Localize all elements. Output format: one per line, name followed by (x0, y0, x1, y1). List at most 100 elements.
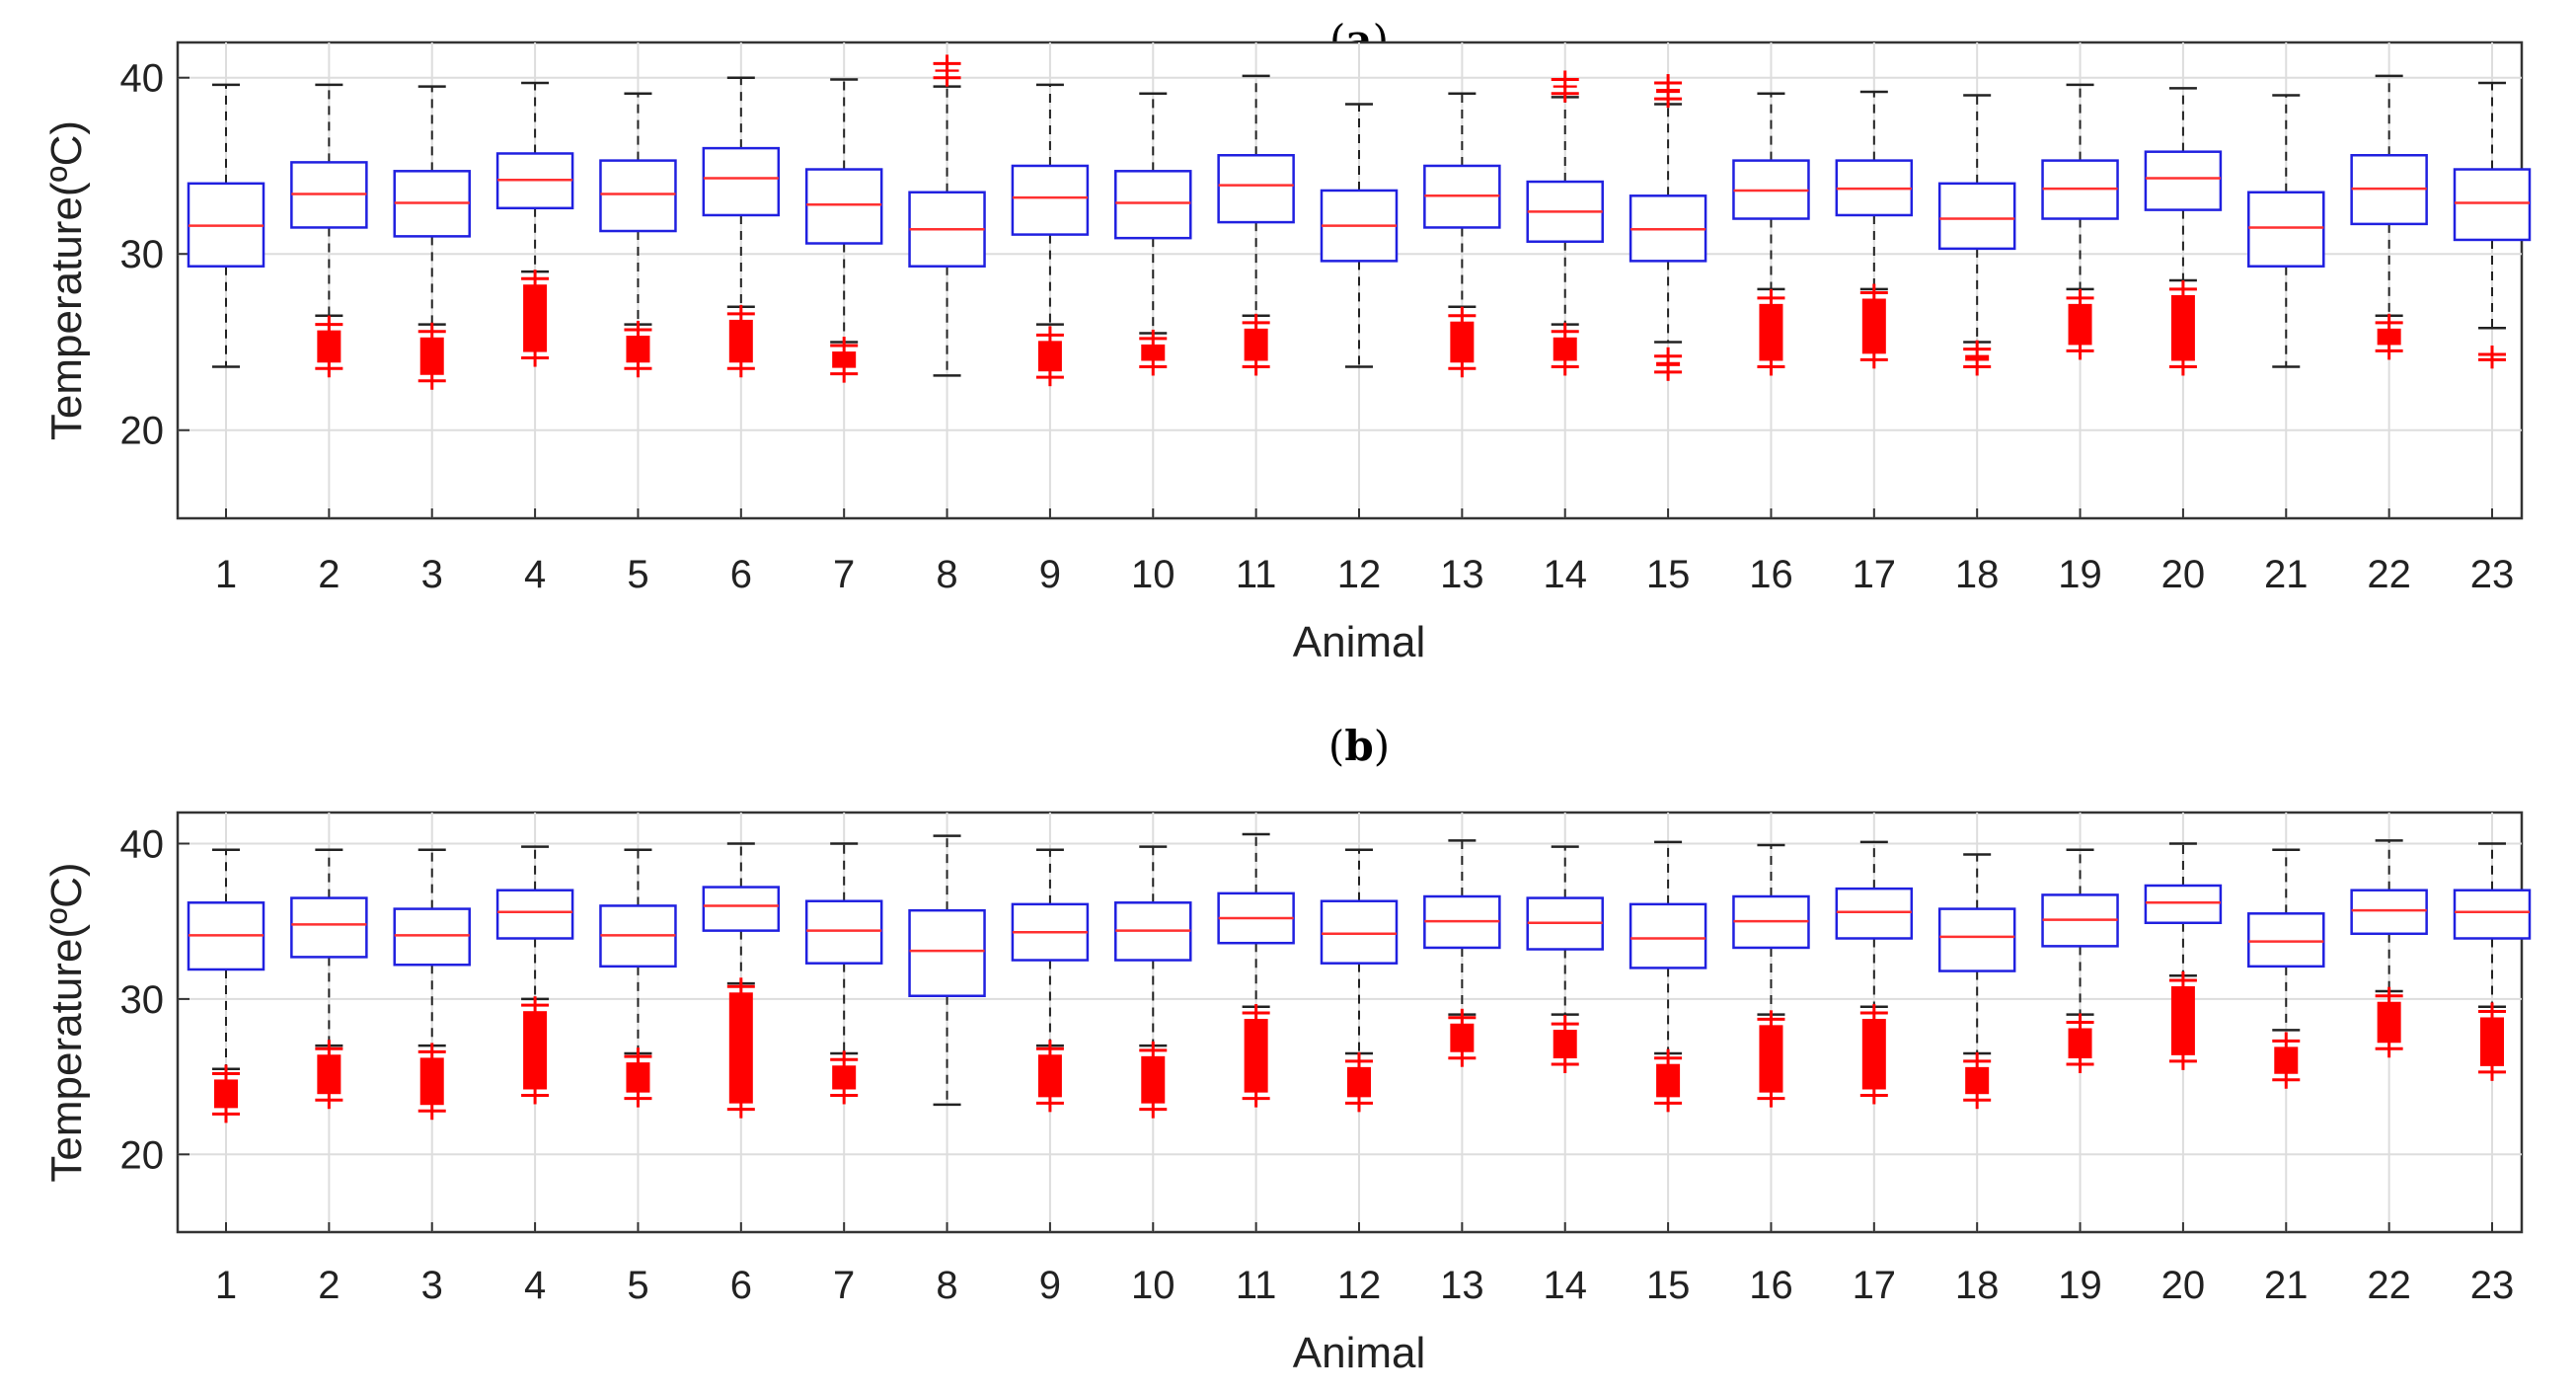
lower-outliers (1139, 1041, 1168, 1119)
box-4 (495, 81, 574, 367)
lower-outliers (830, 1050, 859, 1105)
box-21 (2247, 848, 2325, 1089)
box-12 (1320, 103, 1399, 368)
lower-outliers (726, 977, 755, 1119)
iqr-box (702, 886, 781, 932)
iqr-box (1011, 164, 1090, 236)
lower-outliers (1963, 1051, 1992, 1110)
outlier-cluster (419, 337, 444, 375)
box-3 (393, 848, 471, 1121)
iqr-box (804, 899, 883, 965)
box-2 (290, 848, 368, 1110)
x-tick-label: 3 (421, 1264, 443, 1307)
lower-outliers (830, 337, 859, 383)
x-axis-label: Animal (1293, 618, 1426, 666)
outlier-cluster (2274, 1046, 2299, 1074)
lower-outliers (1757, 1010, 1785, 1108)
upper-outliers (1654, 74, 1683, 109)
box-22 (2350, 839, 2428, 1058)
outlier-cluster (1244, 328, 1268, 361)
x-tick-label: 10 (1131, 1264, 1175, 1307)
iqr-box (1835, 887, 1914, 940)
box-16 (1732, 92, 1810, 376)
y-tick-label: 20 (120, 410, 165, 453)
outlier-cluster (1037, 341, 1062, 372)
outlier-cluster (832, 1065, 857, 1090)
box-23 (2453, 842, 2532, 1081)
box-18 (1937, 94, 2016, 376)
outlier-cluster (728, 992, 753, 1104)
outlier-cluster (523, 1011, 548, 1090)
x-tick-label: 3 (421, 553, 443, 596)
lower-outliers (1139, 329, 1168, 376)
outlier-cluster (1037, 1054, 1062, 1098)
x-tick-label: 17 (1853, 1264, 1897, 1307)
box-20 (2144, 87, 2223, 376)
iqr-box (599, 159, 677, 233)
x-tick-label: 2 (318, 1264, 340, 1307)
x-tick-label: 10 (1131, 553, 1175, 596)
iqr-box (2144, 884, 2223, 925)
x-tick-label: 20 (2161, 553, 2206, 596)
lower-outliers (2168, 279, 2197, 376)
x-tick-label: 4 (524, 553, 546, 596)
x-tick-label: 17 (1853, 553, 1897, 596)
x-tick-label: 14 (1543, 553, 1587, 596)
outlier-cluster (317, 330, 341, 363)
lower-outliers (2375, 313, 2403, 360)
lower-outliers (1551, 1015, 1579, 1073)
box-14 (1526, 845, 1604, 1073)
box-5 (599, 92, 677, 378)
outlier-cluster (1244, 1019, 1268, 1093)
box-10 (1114, 845, 1192, 1119)
x-tick-label: 21 (2264, 553, 2309, 596)
x-tick-label: 5 (627, 553, 648, 596)
lower-outliers (212, 1064, 240, 1124)
iqr-box (2350, 889, 2428, 936)
x-tick-label: 7 (833, 1264, 855, 1307)
outlier-cluster (1759, 303, 1783, 361)
box-8 (908, 54, 986, 377)
outlier-cluster (1656, 1063, 1681, 1098)
box-13 (1423, 92, 1501, 378)
y-tick-label: 30 (120, 978, 165, 1022)
outlier-cluster (317, 1054, 341, 1095)
lower-outliers (521, 996, 550, 1105)
x-tick-label: 12 (1337, 1264, 1382, 1307)
outlier-cluster (2377, 1001, 2401, 1044)
box-2 (290, 83, 368, 378)
x-axis-label: Animal (1293, 1329, 1426, 1377)
x-tick-label: 5 (627, 1264, 648, 1307)
box-7 (804, 842, 883, 1105)
lower-outliers (2168, 971, 2197, 1070)
x-tick-label: 8 (936, 553, 957, 596)
outlier-cluster (832, 351, 857, 368)
panel-title: (b) (1328, 722, 1390, 770)
lower-outliers (1654, 347, 1683, 381)
box-5 (599, 848, 677, 1108)
box-13 (1423, 839, 1501, 1067)
outlier-cluster (1965, 1066, 1990, 1095)
lower-outliers (1963, 340, 1992, 376)
x-tick-label: 1 (215, 553, 237, 596)
lower-outliers (1242, 313, 1270, 376)
lower-outliers (624, 1047, 652, 1108)
x-tick-label: 15 (1646, 553, 1691, 596)
outlier-cluster (626, 335, 650, 363)
outlier-cluster (626, 1062, 650, 1093)
iqr-box (1937, 907, 2016, 972)
x-tick-label: 22 (2367, 1264, 2411, 1307)
iqr-box (804, 168, 883, 245)
outlier-cluster (2170, 986, 2195, 1055)
box-17 (1835, 840, 1914, 1105)
lower-outliers (315, 1040, 343, 1110)
box-8 (908, 834, 986, 1107)
box-11 (1217, 832, 1295, 1108)
iqr-box (2144, 150, 2223, 211)
y-axis-label: Temperature(ºC) (42, 862, 91, 1182)
box-6 (702, 842, 781, 1119)
x-tick-label: 18 (1955, 553, 2000, 596)
box-16 (1732, 843, 1810, 1108)
